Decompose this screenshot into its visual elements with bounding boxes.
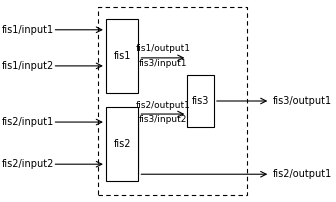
Text: fis1/input2: fis1/input2 [2,61,54,71]
Text: fis3/input2: fis3/input2 [139,115,187,124]
Text: fis2/output1: fis2/output1 [135,101,190,110]
Text: fis3/output1: fis3/output1 [273,96,332,106]
Bar [187,75,214,127]
Text: fis3: fis3 [192,96,209,106]
Text: fis2/output1: fis2/output1 [273,169,332,179]
Text: fis1/output1: fis1/output1 [135,44,191,54]
Bar [106,19,138,93]
Bar [98,7,247,195]
Text: fis3/input1: fis3/input1 [139,59,187,68]
Text: fis2/input2: fis2/input2 [2,159,54,169]
Bar [106,107,138,181]
Text: fis1/input1: fis1/input1 [2,25,54,35]
Text: fis1: fis1 [114,51,131,61]
Text: fis2/input1: fis2/input1 [2,117,54,127]
Text: fis2: fis2 [113,139,131,149]
